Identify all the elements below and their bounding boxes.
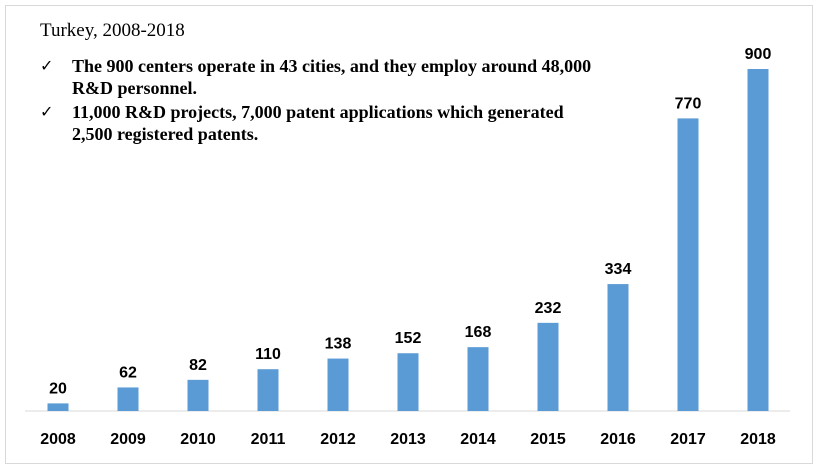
x-tick-label-2018: 2018: [740, 431, 776, 448]
data-label-2011: 110: [255, 346, 281, 363]
x-tick-label-2010: 2010: [180, 431, 216, 448]
bar-2012: [327, 358, 349, 411]
note-item: ✓ The 900 centers operate in 43 cities, …: [40, 55, 600, 99]
x-tick-label-2016: 2016: [600, 431, 636, 448]
checkmark-icon: ✓: [40, 56, 54, 75]
bar-2013: [397, 353, 419, 411]
x-tick-label-2011: 2011: [251, 431, 286, 448]
bar-2011: [257, 369, 279, 411]
bar-2009: [117, 387, 139, 411]
bar-2014: [467, 347, 489, 411]
x-tick-label-2012: 2012: [320, 431, 356, 448]
notes-list: ✓ The 900 centers operate in 43 cities, …: [40, 55, 600, 147]
x-tick-label-2015: 2015: [530, 431, 566, 448]
bar-2015: [537, 322, 559, 411]
chart-subtitle: Turkey, 2008-2018: [40, 20, 185, 41]
data-label-2016: 334: [605, 261, 632, 278]
x-tick-label-2014: 2014: [460, 431, 496, 448]
bar-2017: [677, 118, 699, 412]
note-item: ✓ 11,000 R&D projects, 7,000 patent appl…: [40, 101, 600, 145]
data-label-2017: 770: [675, 95, 702, 112]
data-label-2010: 82: [189, 357, 207, 374]
bar-2018: [747, 69, 769, 411]
data-label-2009: 62: [119, 364, 137, 381]
checkmark-icon: ✓: [40, 102, 54, 121]
bar-2008: [47, 403, 69, 411]
data-label-2008: 20: [49, 380, 67, 397]
note-text: The 900 centers operate in 43 cities, an…: [72, 56, 592, 98]
note-text: 11,000 R&D projects, 7,000 patent applic…: [72, 102, 564, 144]
data-label-2012: 138: [325, 336, 352, 353]
x-tick-label-2013: 2013: [390, 431, 426, 448]
x-tick-label-2017: 2017: [670, 431, 706, 448]
x-tick-label-2009: 2009: [110, 431, 146, 448]
bar-2016: [607, 284, 629, 411]
data-label-2015: 232: [535, 300, 562, 317]
x-tick-label-2008: 2008: [40, 431, 76, 448]
data-label-2013: 152: [395, 330, 422, 347]
data-label-2014: 168: [465, 324, 492, 341]
data-label-2018: 900: [745, 46, 772, 63]
bar-2010: [187, 379, 209, 411]
